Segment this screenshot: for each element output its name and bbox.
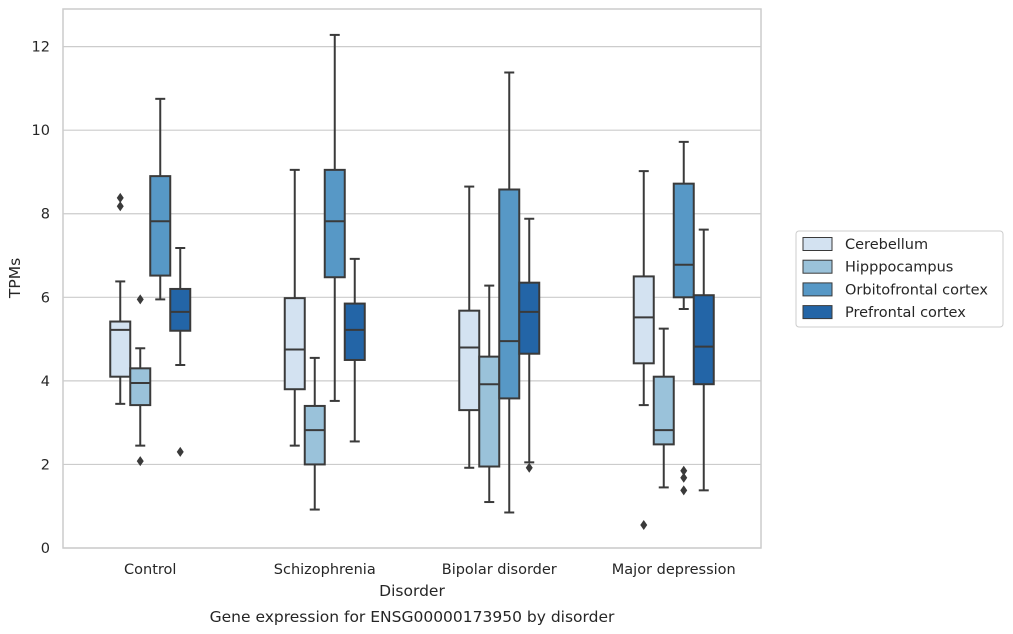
x-tick-label: Control [124,562,176,578]
box [672,140,695,496]
y-tick-label: 4 [41,374,50,390]
box [652,327,675,489]
box [343,257,366,443]
box-body [303,404,326,466]
box [632,170,655,531]
box [149,97,172,301]
outlier-marker [136,294,144,305]
box [129,294,152,467]
legend-swatch [802,259,833,274]
box-body [498,188,521,400]
y-axis-title: TPMs [6,258,24,299]
outlier-marker [136,456,144,467]
legend-swatch [802,305,833,320]
grid-lines [63,46,761,549]
legend-swatch [802,237,833,251]
box-body [652,375,675,446]
outlier-marker [680,472,688,483]
legend-label: Prefrontal cortex [845,305,966,321]
y-tick-labels: 0 2 4 6 8 10 12 [32,40,50,557]
chart-caption: Gene expression for ENSG00000173950 by d… [210,608,615,626]
outlier-marker [116,192,124,203]
box-body [149,175,172,277]
box-plot-series [109,33,715,531]
box [323,33,346,402]
box [303,356,326,511]
outlier-marker [680,485,688,496]
y-tick-label: 8 [41,207,50,223]
y-tick-label: 6 [41,290,50,306]
plot-frame [62,8,762,549]
box [458,185,481,469]
box [109,192,132,405]
outlier-marker [640,520,648,531]
legend-label: Hipppocampus [845,260,953,276]
x-axis-title: Disorder [379,582,445,600]
box [478,284,501,504]
box-body [478,355,501,468]
y-tick-label: 10 [32,123,50,139]
box-body [343,302,366,361]
box [283,168,306,447]
box [518,217,541,473]
box-body [458,309,481,412]
box-body [169,287,192,332]
legend-swatch [802,282,833,297]
outlier-marker [525,462,533,473]
x-tick-label: Major depression [612,562,736,578]
legend: Cerebellum Hipppocampus Orbitofrontal cort… [795,230,1004,328]
box [169,246,192,457]
legend-frame [795,230,1004,328]
outlier-marker [176,446,184,457]
box [498,71,521,514]
box-body [632,275,655,365]
box-body [323,168,346,279]
box-body [283,297,306,391]
box-body [672,182,695,299]
legend-label: Cerebellum [845,237,928,253]
x-tick-label: Schizophrenia [274,562,376,578]
box [692,228,715,492]
box-body [129,367,152,407]
y-tick-label: 0 [41,541,50,557]
y-tick-label: 12 [32,40,50,56]
x-tick-labels: Control Schizophrenia Bipolar disorder Majo… [124,562,736,578]
box-body [692,294,715,386]
y-tick-label: 2 [41,457,50,473]
x-tick-label: Bipolar disorder [442,562,557,578]
box-body [518,281,541,355]
legend-label: Orbitofrontal cortex [845,282,988,298]
outlier-marker [116,201,124,212]
box-body [109,320,132,378]
outlier-marker [680,465,688,476]
